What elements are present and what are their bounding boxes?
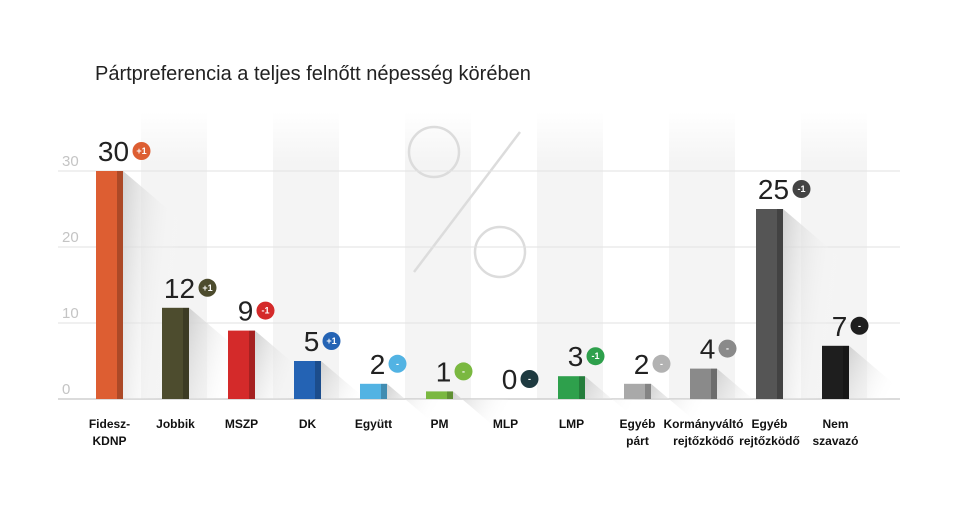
change-badge	[132, 142, 151, 160]
change-badge	[792, 180, 811, 198]
bar	[690, 368, 711, 399]
change-badge-text: -1	[261, 306, 269, 316]
value-label: 2	[370, 349, 386, 380]
bar-side	[249, 330, 255, 399]
bar-shadow	[453, 391, 508, 439]
category-label: Egyéb párt	[619, 417, 655, 448]
change-badge	[586, 347, 605, 366]
bar-side	[315, 361, 321, 399]
category-label: LMP	[559, 417, 584, 431]
chart-title: Pártpreferencia a teljes felnőtt népessé…	[95, 63, 531, 85]
y-axis-ticks: 0 10 20 30	[62, 153, 79, 398]
bar	[96, 171, 117, 399]
bar-side	[579, 376, 585, 399]
value-label: 1	[436, 356, 452, 387]
bar-side	[447, 391, 453, 399]
percent-watermark	[407, 125, 527, 279]
bar-shadow	[849, 345, 904, 399]
change-badge	[322, 332, 341, 350]
bar-shadow	[387, 383, 442, 431]
change-badge	[198, 278, 217, 297]
value-label: 9	[238, 296, 254, 327]
value-label: 3	[568, 341, 584, 372]
bar	[294, 361, 315, 399]
bar-side	[645, 383, 651, 399]
change-badge-text: -	[396, 359, 399, 369]
value-label: 12	[164, 273, 195, 304]
bar-side	[183, 307, 189, 399]
bar-side	[381, 383, 387, 399]
bar	[558, 376, 579, 399]
value-label: 2	[634, 349, 650, 380]
y-tick-label: 20	[62, 229, 79, 246]
bars	[96, 171, 849, 399]
change-badge	[520, 370, 539, 388]
category-label: Kormányváltó rejtőzködő	[663, 417, 743, 448]
change-badge	[850, 316, 869, 335]
category-label: Jobbik	[156, 417, 195, 431]
bar	[822, 345, 843, 399]
change-badge-text: -1	[591, 351, 599, 361]
bar-side	[777, 209, 783, 399]
bar	[228, 330, 249, 399]
change-badge-text: -	[462, 366, 465, 376]
y-tick-label: 0	[62, 381, 70, 398]
bg-stripe	[273, 112, 339, 399]
bar	[756, 209, 777, 399]
bar-side	[843, 345, 849, 399]
change-badge-text: +1	[136, 146, 146, 156]
change-badge-text: -	[858, 321, 861, 331]
bar-side	[711, 368, 717, 399]
value-label: 4	[700, 334, 716, 365]
value-label: 0	[502, 364, 518, 395]
category-label: MSZP	[225, 417, 258, 431]
y-tick-label: 10	[62, 305, 79, 322]
category-label: PM	[431, 417, 449, 431]
change-badge	[388, 354, 407, 373]
change-badge-text: +1	[202, 283, 212, 293]
change-badge	[718, 339, 737, 358]
category-label: Nem szavazó	[812, 417, 858, 448]
bar-shadow	[585, 376, 640, 423]
y-tick-label: 30	[62, 153, 79, 170]
change-badge-text: -	[528, 374, 531, 384]
value-label: 5	[304, 326, 320, 357]
bar-side	[117, 171, 123, 399]
value-label: 25	[758, 174, 789, 205]
change-badge	[256, 301, 275, 320]
bar	[162, 307, 183, 399]
category-label: MLP	[493, 417, 518, 431]
category-label: Fidesz-KDNP	[89, 417, 130, 448]
bg-stripe	[405, 112, 471, 399]
change-badge	[652, 354, 671, 373]
change-badge-text: -	[660, 359, 663, 369]
bar	[624, 383, 645, 399]
category-label: DK	[299, 417, 317, 431]
bar-shadow	[651, 383, 706, 431]
change-badge	[454, 362, 473, 381]
category-label: Egyéb rejtőzködő	[739, 417, 800, 448]
change-badge-text: -	[726, 344, 729, 354]
value-label: 7	[832, 311, 848, 342]
change-badge-text: -1	[797, 184, 805, 194]
bar	[360, 383, 381, 399]
bar	[426, 391, 447, 399]
bar-shadow	[717, 368, 772, 416]
category-label: Együtt	[355, 417, 392, 431]
value-label: 30	[98, 136, 129, 167]
category-labels: Fidesz-KDNP Jobbik MSZP DK Együtt PM MLP LMP Egy…	[89, 417, 859, 448]
value-labels: 30 +112 +19 -15 +12-1-0 -3 -1 2-4 -25 -17-	[98, 136, 869, 395]
change-badge-text: +1	[326, 336, 336, 346]
